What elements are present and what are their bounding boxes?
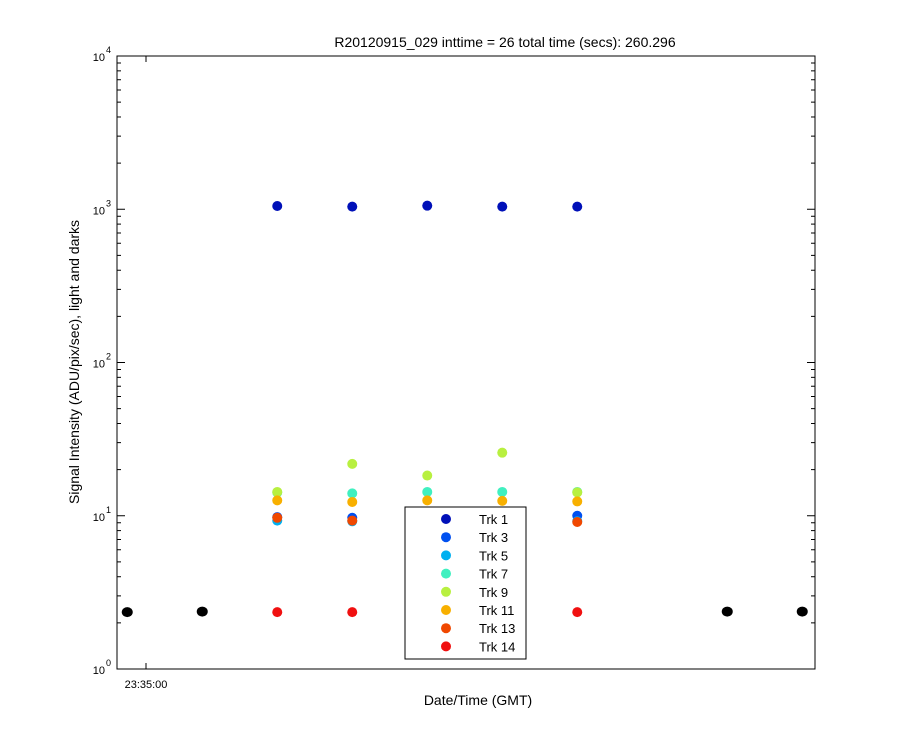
y-tick-label-exponent: 4 — [106, 45, 111, 55]
dark-point — [721, 606, 733, 617]
y-tick-label-base: 10 — [93, 665, 105, 677]
legend-label-trk-14: Trk 14 — [479, 639, 515, 654]
legend-label-trk-5: Trk 5 — [479, 548, 508, 563]
dark-point — [196, 606, 208, 617]
point-trk-14 — [272, 607, 283, 618]
point-trk-1 — [272, 201, 283, 212]
point-trk-1 — [422, 200, 433, 211]
dark-point — [121, 607, 133, 618]
y-tick-label-base: 10 — [93, 52, 105, 64]
y-tick-label-base: 10 — [93, 359, 105, 371]
legend-marker-trk-1 — [441, 514, 451, 524]
point-trk-9 — [272, 486, 283, 497]
legend-marker-trk-9 — [441, 586, 451, 597]
legend-label-trk-1: Trk 1 — [479, 512, 508, 527]
point-trk-14 — [347, 607, 358, 618]
legend-label-trk-11: Trk 11 — [479, 603, 514, 618]
point-trk-14 — [572, 607, 583, 618]
legend-marker-trk-3 — [441, 532, 451, 543]
chart-title: R20120915_029 inttime = 26 total time (s… — [334, 34, 675, 50]
legend-marker-trk-14 — [441, 641, 451, 652]
point-trk-7 — [422, 486, 433, 497]
point-trk-11 — [272, 495, 283, 506]
x-axis-ticks: 23:35:00 — [125, 56, 168, 691]
point-trk-9 — [572, 487, 583, 498]
y-tick-label-base: 10 — [93, 205, 105, 217]
y-axis-label: Signal Intensity (ADU/pix/sec), light an… — [66, 220, 82, 504]
legend-marker-trk-5 — [441, 550, 451, 561]
point-trk-1 — [347, 201, 358, 212]
legend-label-trk-3: Trk 3 — [479, 530, 508, 545]
point-trk-1 — [497, 201, 508, 212]
y-tick-label-base: 10 — [93, 512, 105, 524]
y-tick-label-exponent: 3 — [106, 198, 111, 208]
x-tick-label: 23:35:00 — [125, 679, 168, 691]
point-trk-13 — [572, 517, 583, 528]
point-trk-7 — [347, 488, 358, 499]
legend-box — [404, 506, 527, 660]
x-axis-label: Date/Time (GMT) — [424, 692, 532, 708]
point-trk-7 — [497, 486, 508, 497]
legend-label-trk-9: Trk 9 — [479, 585, 508, 600]
legend-marker-trk-13 — [441, 623, 451, 634]
point-trk-1 — [572, 201, 583, 212]
point-trk-13 — [272, 512, 283, 523]
y-tick-label-exponent: 0 — [106, 658, 111, 668]
legend-marker-trk-7 — [441, 568, 451, 579]
legend-label-trk-13: Trk 13 — [479, 621, 515, 636]
legend: Trk 1 Trk 3 Trk 5 Trk 7 Trk 9 Trk 11 Trk 13 Trk… — [404, 506, 527, 660]
point-trk-9 — [347, 458, 358, 469]
point-trk-11 — [497, 495, 508, 506]
point-trk-11 — [347, 496, 358, 507]
dark-point — [796, 606, 808, 617]
legend-marker-trk-11 — [441, 605, 451, 615]
y-tick-label-exponent: 1 — [106, 505, 111, 515]
y-tick-label-exponent: 2 — [106, 352, 111, 362]
point-trk-11 — [572, 496, 583, 507]
point-trk-13 — [347, 515, 358, 526]
point-trk-9 — [497, 447, 508, 458]
point-trk-11 — [422, 495, 433, 506]
legend-label-trk-7: Trk 7 — [479, 567, 508, 582]
point-trk-9 — [422, 470, 433, 481]
